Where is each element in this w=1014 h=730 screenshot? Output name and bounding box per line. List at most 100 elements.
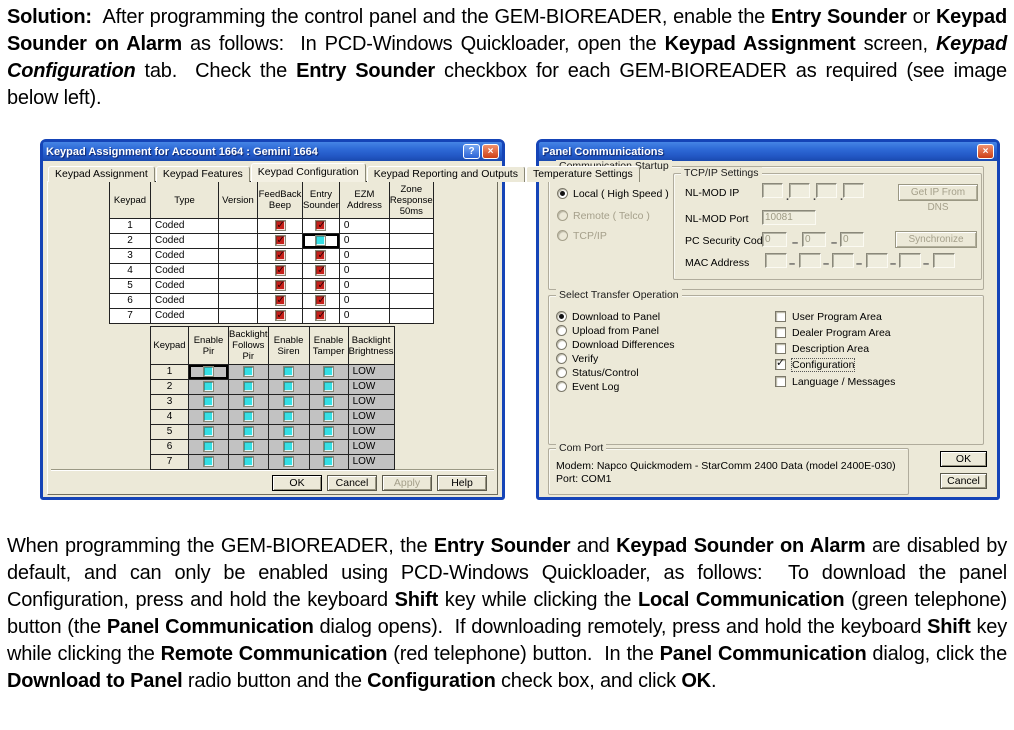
unchecked-checkbox-icon[interactable] [323,380,335,392]
unchecked-checkbox-icon[interactable] [283,410,295,422]
unchecked-checkbox-icon[interactable] [242,440,254,452]
unchecked-checkbox-icon[interactable] [323,395,335,407]
radio-status-control[interactable]: Status/Control [556,367,639,380]
radio-download-differences[interactable]: Download Differences [556,339,675,352]
unchecked-checkbox-icon[interactable] [203,380,214,392]
tab-keypad-features[interactable]: Keypad Features [155,166,250,182]
mac-address-input[interactable] [866,253,888,268]
unchecked-checkbox-icon[interactable] [283,395,295,407]
unchecked-checkbox-icon[interactable] [203,455,214,467]
tab-keypad-assignment[interactable]: Keypad Assignment [48,166,155,182]
apply-button[interactable]: Apply [382,475,432,491]
zone-response-cell [388,248,434,264]
unchecked-checkbox-icon[interactable] [203,365,214,377]
unchecked-checkbox-icon[interactable] [323,410,335,422]
checked-checkbox-icon[interactable] [274,250,286,263]
unchecked-checkbox-icon[interactable] [283,440,295,452]
unchecked-checkbox-icon[interactable] [283,380,295,392]
radio-tcp-ip[interactable]: TCP/IP [557,230,607,243]
checkbox-description-area[interactable]: Description Area [775,343,869,356]
table-row: 2 LOW [150,379,395,395]
keypad-options-table: Keypad Enable Pir Backlight Follows Pir Ena… [150,326,395,470]
tab-keypad-reporting-and-outputs[interactable]: Keypad Reporting and Outputs [366,166,525,182]
checked-checkbox-icon[interactable] [274,295,286,308]
ok-button[interactable]: OK [940,451,987,467]
tab-keypad-configuration[interactable]: Keypad Configuration [250,163,366,182]
checked-checkbox-icon[interactable] [274,310,286,323]
pc-security-code-input[interactable]: 0 [762,232,787,247]
ezm-address-cell: 0 [338,218,390,234]
unchecked-checkbox-icon[interactable] [203,410,214,422]
get-ip-from-dns-button[interactable]: Get IP From DNS [898,184,978,213]
close-icon[interactable]: × [977,144,994,159]
mac-address-input[interactable] [899,253,921,268]
panel-communications-dialog: Panel Communications × Communication Sta… [536,139,1000,500]
checked-checkbox-icon[interactable] [315,295,327,308]
nl-mod-port-input[interactable]: 10081 [762,210,816,225]
unchecked-checkbox-icon[interactable] [242,365,254,377]
checked-checkbox-icon[interactable] [315,265,327,278]
checked-checkbox-icon[interactable] [274,220,286,233]
mac-address-input[interactable] [832,253,854,268]
header-row: Keypad Enable Pir Backlight Follows Pir Ena… [150,326,395,365]
unchecked-checkbox-icon[interactable] [242,380,254,392]
nl-mod-ip-octet-input[interactable] [843,183,864,198]
checked-checkbox-icon[interactable] [315,250,327,263]
checked-checkbox-icon[interactable] [274,235,286,248]
mac-address-input[interactable] [799,253,821,268]
unchecked-checkbox-icon[interactable] [203,395,214,407]
radio-verify[interactable]: Verify [556,353,598,366]
synchronize-button[interactable]: Synchronize [895,231,977,248]
pc-security-code-input[interactable]: 0 [802,232,826,247]
radio-remote-telco[interactable]: Remote ( Telco ) [557,210,650,223]
help-icon[interactable]: ? [463,144,480,159]
unchecked-checkbox-icon[interactable] [323,365,335,377]
pc-security-code-input[interactable]: 0 [840,232,864,247]
checked-checkbox-icon[interactable] [315,310,327,323]
unchecked-checkbox-icon[interactable] [242,410,254,422]
unchecked-checkbox-icon[interactable] [242,395,254,407]
unchecked-checkbox-icon[interactable] [283,365,295,377]
ezm-address-cell: 0 [338,263,390,279]
cancel-button[interactable]: Cancel [327,475,377,491]
unchecked-checkbox-icon[interactable] [283,425,295,437]
radio-download-to-panel[interactable]: Download to Panel [556,311,660,324]
checked-checkbox-icon[interactable] [315,280,327,293]
checked-checkbox-icon[interactable] [274,280,286,293]
pc-security-code-label: PC Security Code [685,235,769,247]
nl-mod-ip-label: NL-MOD IP [685,187,740,199]
radio-upload-from-panel[interactable]: Upload from Panel [556,325,659,338]
checkbox-icon [775,311,786,322]
unchecked-checkbox-icon[interactable] [203,440,214,452]
ok-button[interactable]: OK [272,475,322,491]
unchecked-checkbox-icon[interactable] [323,425,335,437]
checked-checkbox-icon[interactable] [274,265,286,278]
mac-address-input[interactable] [933,253,955,268]
unchecked-checkbox-icon[interactable] [242,425,254,437]
radio-local-high-speed[interactable]: Local ( High Speed ) [557,188,669,201]
nl-mod-ip-octet-input[interactable] [762,183,783,198]
unchecked-checkbox-icon[interactable] [323,440,335,452]
unchecked-checkbox-icon[interactable] [315,234,327,246]
help-button[interactable]: Help [437,475,487,491]
cancel-button[interactable]: Cancel [940,473,987,489]
nl-mod-ip-octet-input[interactable] [816,183,837,198]
unchecked-checkbox-icon[interactable] [283,455,295,467]
checkbox-configuration[interactable]: Configuration [775,357,856,372]
modem-info: Modem: Napco Quickmodem - StarComm 2400 … [556,460,896,472]
tab-temperature-settings[interactable]: Temperature Settings [525,166,640,182]
checkbox-dealer-program-area[interactable]: Dealer Program Area [775,327,891,340]
keypad-dialog-body: Keypad Assignment Keypad Features Keypad C… [43,161,640,497]
close-icon[interactable]: × [482,144,499,159]
checkbox-user-program-area[interactable]: User Program Area [775,311,882,324]
unchecked-checkbox-icon[interactable] [323,455,335,467]
checked-checkbox-icon[interactable] [315,220,327,233]
nl-mod-ip-octet-input[interactable] [789,183,810,198]
panel-dialog-title: Panel Communications [542,145,664,158]
radio-event-log[interactable]: Event Log [556,381,619,394]
mac-address-input[interactable] [765,253,787,268]
unchecked-checkbox-icon[interactable] [203,425,214,437]
checkbox-language-messages[interactable]: Language / Messages [775,376,895,389]
unchecked-checkbox-icon[interactable] [242,455,254,467]
